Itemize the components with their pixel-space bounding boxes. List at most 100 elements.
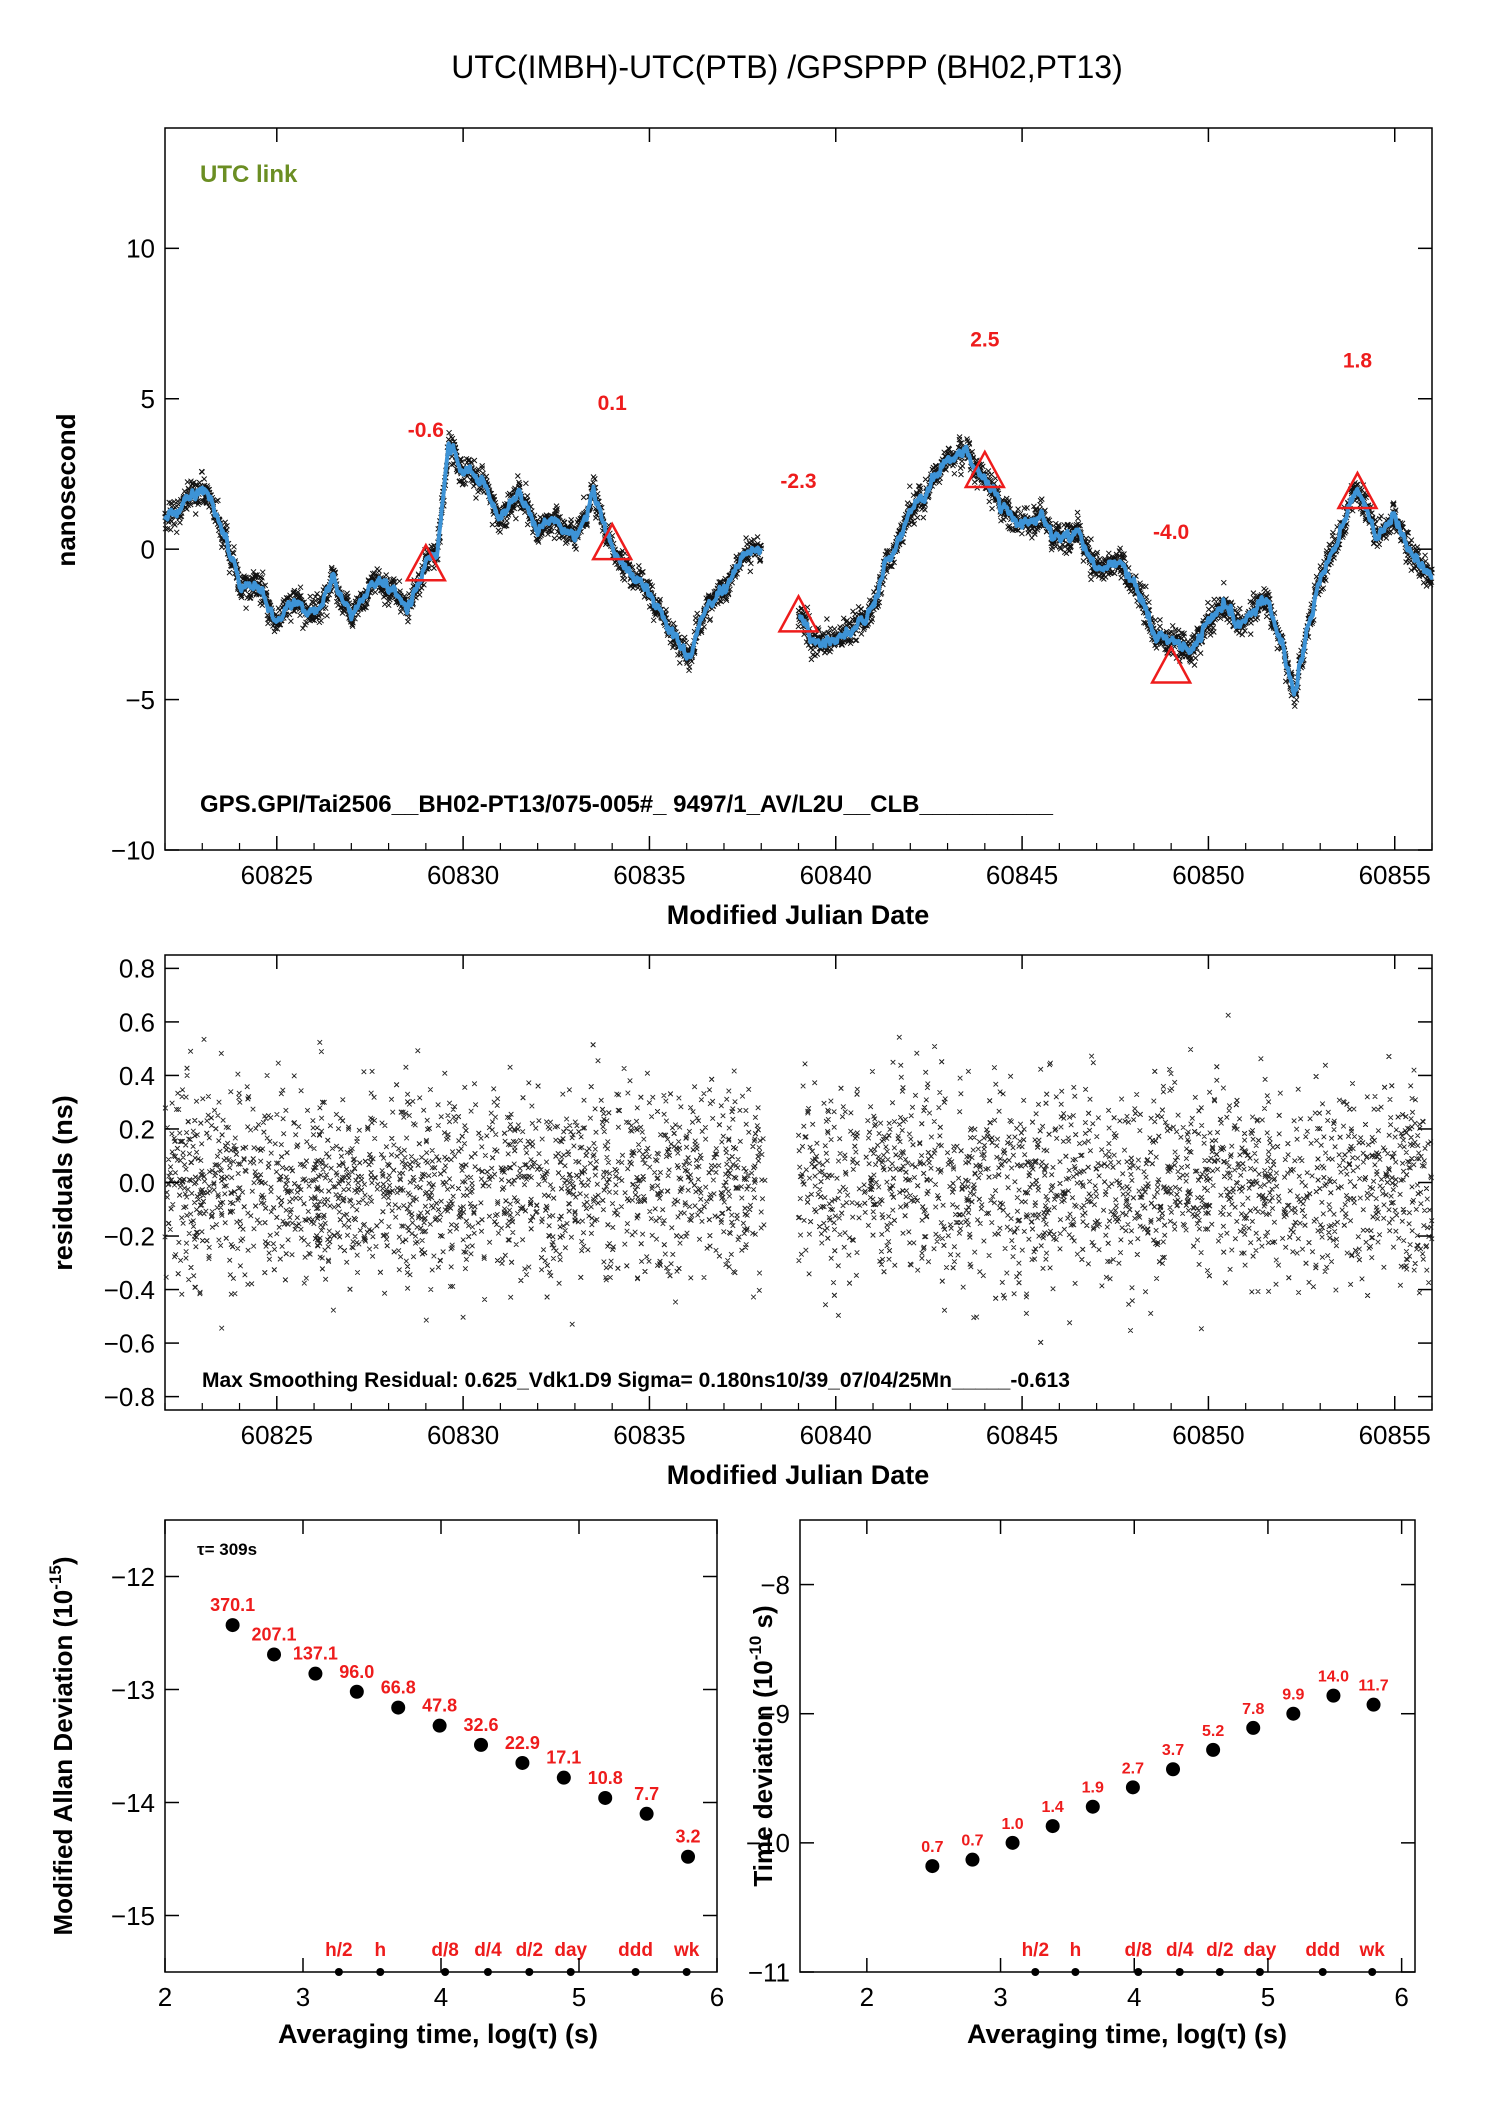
deviation-value-label: 207.1 [251,1624,296,1644]
x-tick-label: 3 [993,1982,1007,2012]
raw-point [568,521,575,527]
raw-point [1088,576,1094,583]
time-marker-dot [376,1968,385,1976]
residuals-frame [164,954,1433,1411]
marker-value-label: -0.6 [408,419,444,442]
raw-point [681,634,688,641]
raw-point [554,506,560,512]
raw-point [1175,627,1182,634]
deviation-point [1326,1688,1341,1703]
raw-point [1197,650,1204,656]
deviation-value-label: 66.8 [381,1678,416,1698]
time-series-y-axis-label: nanosecond [51,413,81,566]
raw-point [291,608,298,614]
raw-point [986,498,993,505]
raw-point [906,483,913,490]
raw-point [297,612,303,619]
time-marker-dot [1255,1968,1264,1976]
deviation-point [267,1647,282,1662]
raw-point [824,616,830,622]
raw-point [1220,579,1227,586]
raw-point [545,531,551,538]
deviation-point [1085,1799,1100,1814]
deviation-point [474,1737,489,1752]
raw-point [473,495,479,501]
page-title: UTC(IMBH)-UTC(PTB) /GPSPPP (BH02,PT13) [451,49,1122,85]
raw-point [497,529,503,535]
deviation-value-label: 7.7 [634,1784,659,1804]
time-series-markers: -0.6 0.1 -2.3 2.5 -4.0 1.8 [404,329,1379,684]
raw-point [167,526,174,533]
raw-point [201,476,208,482]
deviation-point [515,1755,530,1770]
deviation-point [556,1770,571,1785]
x-tick-label: 5 [1261,1982,1275,2012]
raw-point [1422,552,1428,559]
raw-point [676,660,683,666]
mdev-frame [164,1519,718,1973]
raw-point [1029,534,1035,541]
raw-point [513,515,519,522]
raw-point [989,505,995,512]
raw-point [324,612,330,619]
tdev-y-ticks: −11−10−9−8 [746,1570,1415,1987]
time-marker-label: ddd [618,1940,653,1961]
x-tick-label: 60830 [427,860,499,890]
x-tick-label: 60855 [1359,1420,1431,1450]
raw-point [1075,515,1081,522]
marker-value-label: -2.3 [780,470,816,493]
time-marker-label: h [1070,1940,1082,1961]
raw-point [524,493,531,499]
raw-point [535,537,541,544]
raw-point [1038,496,1045,502]
deviation-value-label: 1.9 [1082,1780,1104,1797]
deviation-point [1206,1742,1221,1757]
raw-point [254,572,260,578]
residuals-y-ticks: −0.8 −0.6 −0.4 −0.2 0.0 0.2 0.4 0.6 0.8 [104,954,1432,1412]
raw-point [557,513,563,520]
x-tick-label: 60825 [241,860,313,890]
raw-point [200,498,206,504]
raw-point [213,498,220,505]
time-marker-dot [566,1968,575,1976]
x-tick-label: 2 [158,1982,172,2012]
raw-point [511,505,518,512]
x-tick-label: 5 [572,1982,586,2012]
deviation-value-label: 10.8 [588,1768,623,1788]
raw-point [548,528,555,535]
raw-point [385,602,392,609]
raw-point [580,494,587,501]
time-marker-dot [1175,1968,1184,1976]
raw-point [814,651,821,657]
raw-point [1209,603,1215,610]
raw-point [1169,622,1176,629]
raw-point [383,572,390,578]
time-marker-dot [682,1968,691,1976]
raw-point [349,621,356,628]
time-marker-label: wk [1359,1940,1386,1961]
raw-point [743,535,749,541]
time-marker-dot [334,1968,343,1976]
raw-point [405,614,412,621]
raw-point [259,569,266,576]
raw-point [243,574,249,581]
time-marker-label: h [374,1940,386,1961]
raw-point [174,498,181,505]
raw-point [426,565,433,572]
raw-point [649,583,656,590]
deviation-value-label: 96.0 [339,1662,374,1682]
raw-point [195,499,202,506]
raw-point [238,594,245,601]
deviation-point [1005,1835,1020,1850]
tdev-y-axis-label: Time deviation (10-10 s) [746,1605,778,1886]
raw-point [226,569,233,576]
raw-point [369,570,376,577]
residual-point-cluster [165,1071,1430,1332]
raw-point [460,480,467,487]
y-tick-label: −8 [760,1570,790,1600]
mdev-y-ticks: −15 −14 −13 −12 [111,1562,717,1931]
raw-point [1152,617,1159,624]
raw-point [177,519,183,526]
residual-point-cluster [165,1036,1431,1320]
